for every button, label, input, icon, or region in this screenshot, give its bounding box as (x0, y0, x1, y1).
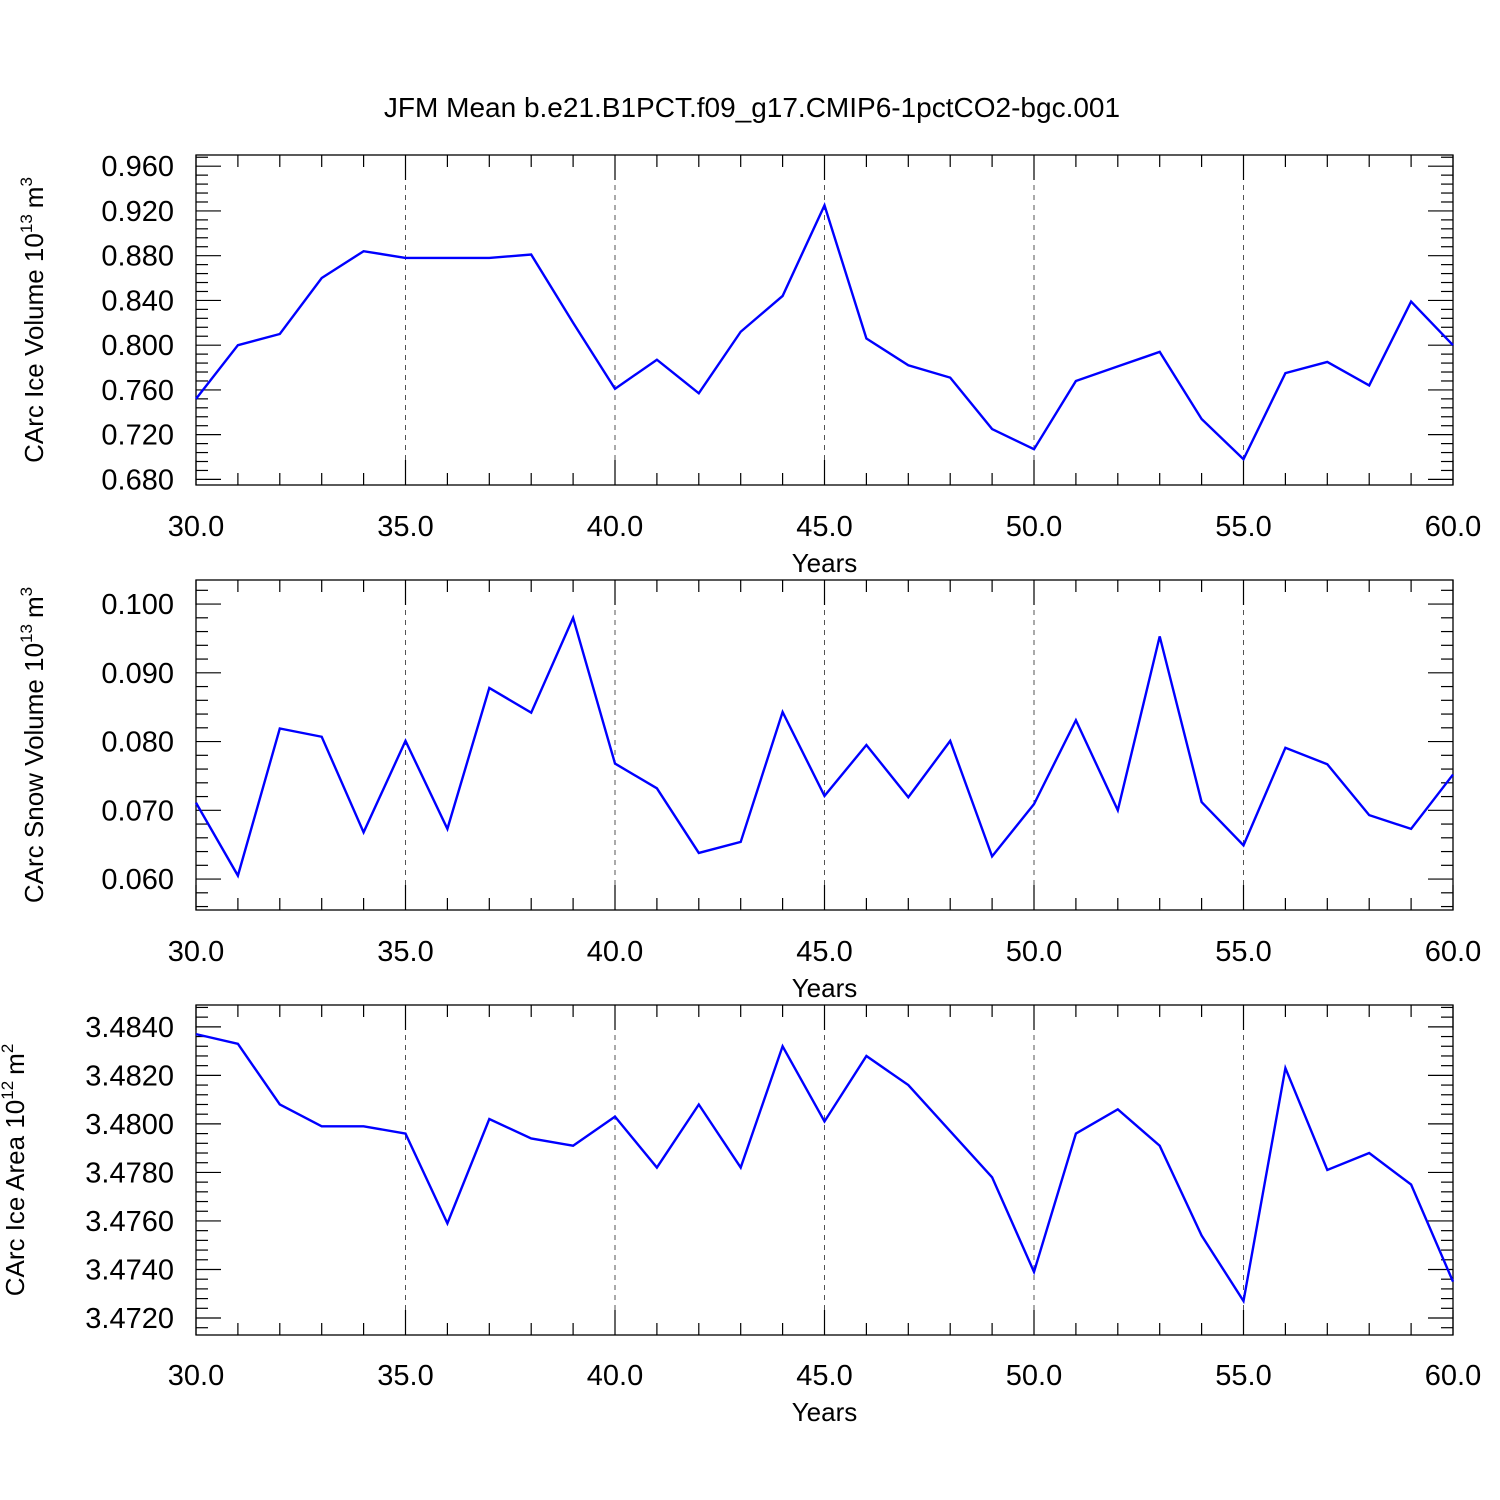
figure-title: JFM Mean b.e21.B1PCT.f09_g17.CMIP6-1pctC… (384, 92, 1120, 123)
panel-ice-area: 3.4720 3.4740 3.4760 3.4780 3.4800 3.4820 3.48… (0, 1004, 1481, 1427)
y-axis-label-unit: m (19, 596, 49, 618)
y-axis-label-unit: m (19, 187, 49, 209)
y-axis-label: CArc Snow Volume 1013 m3 (17, 587, 49, 903)
x-axis-label: Years (792, 548, 858, 578)
x-tick-label: 50.0 (1006, 936, 1062, 968)
y-axis-label: CArc Ice Area 1012 m2 (0, 1044, 30, 1297)
y-tick-label: 3.4720 (85, 1303, 174, 1335)
y-tick-label: 0.060 (101, 864, 174, 896)
x-tick-label: 45.0 (796, 936, 852, 968)
y-axis-label-unit-exponent: 3 (17, 587, 36, 596)
x-tick-label: 60.0 (1425, 1360, 1481, 1392)
x-tick-label: 35.0 (377, 1360, 433, 1392)
y-axis-label: CArc Ice Volume 1013 m3 (17, 177, 49, 463)
x-tick-label: 40.0 (587, 1360, 643, 1392)
y-axis-label-main: CArc Snow Volume 10 (19, 643, 49, 903)
y-tick-label: 3.4840 (85, 1012, 174, 1044)
y-tick-label: 0.680 (101, 464, 174, 496)
y-tick-label: 0.720 (101, 420, 174, 452)
panel-snow-volume: 0.060 0.070 0.080 0.090 0.100 30.0 35.0 40.0 45.… (17, 579, 1481, 1003)
y-tick-label: 0.880 (101, 241, 174, 273)
y-tick-label: 0.100 (101, 589, 174, 621)
x-tick-label: 30.0 (168, 936, 224, 968)
y-axis-label-exponent: 12 (0, 1081, 17, 1100)
y-tick-label: 0.090 (101, 658, 174, 690)
x-tick-label: 30.0 (168, 1360, 224, 1392)
x-tick-label: 50.0 (1006, 1360, 1062, 1392)
x-axis-label: Years (792, 1397, 858, 1427)
x-tick-label: 60.0 (1425, 511, 1481, 543)
x-tick-label: 35.0 (377, 936, 433, 968)
y-tick-label: 3.4740 (85, 1254, 174, 1286)
x-tick-label: 30.0 (168, 511, 224, 543)
y-axis-label-main: CArc Ice Volume 10 (19, 233, 49, 463)
y-axis-label-unit-exponent: 2 (0, 1044, 17, 1053)
y-tick-label: 3.4780 (85, 1157, 174, 1189)
y-tick-label: 0.070 (101, 795, 174, 827)
x-tick-label: 45.0 (796, 511, 852, 543)
y-axis-label-main: CArc Ice Area 10 (0, 1100, 30, 1297)
y-tick-label: 0.080 (101, 727, 174, 759)
x-axis-label: Years (792, 973, 858, 1003)
y-tick-label: 0.920 (101, 196, 174, 228)
y-tick-label: 0.840 (101, 285, 174, 317)
x-tick-label: 35.0 (377, 511, 433, 543)
x-tick-label: 40.0 (587, 936, 643, 968)
y-tick-label: 0.800 (101, 330, 174, 362)
panel-ice-volume: 0.680 0.720 0.760 0.800 0.840 0.880 0.920 0.960… (17, 151, 1481, 578)
y-tick-label: 3.4820 (85, 1060, 174, 1092)
y-tick-label: 3.4760 (85, 1206, 174, 1238)
y-axis-label-exponent: 13 (17, 214, 36, 233)
y-tick-label: 3.4800 (85, 1109, 174, 1141)
x-tick-label: 60.0 (1425, 936, 1481, 968)
x-tick-label: 45.0 (796, 1360, 852, 1392)
y-axis-label-unit-exponent: 3 (17, 177, 36, 186)
y-tick-label: 0.760 (101, 375, 174, 407)
x-tick-label: 55.0 (1215, 1360, 1271, 1392)
y-axis-label-unit: m (0, 1053, 30, 1075)
x-tick-label: 55.0 (1215, 511, 1271, 543)
x-tick-label: 40.0 (587, 511, 643, 543)
x-tick-label: 50.0 (1006, 511, 1062, 543)
y-tick-label: 0.960 (101, 151, 174, 183)
x-tick-label: 55.0 (1215, 936, 1271, 968)
y-axis-label-exponent: 13 (17, 624, 36, 643)
